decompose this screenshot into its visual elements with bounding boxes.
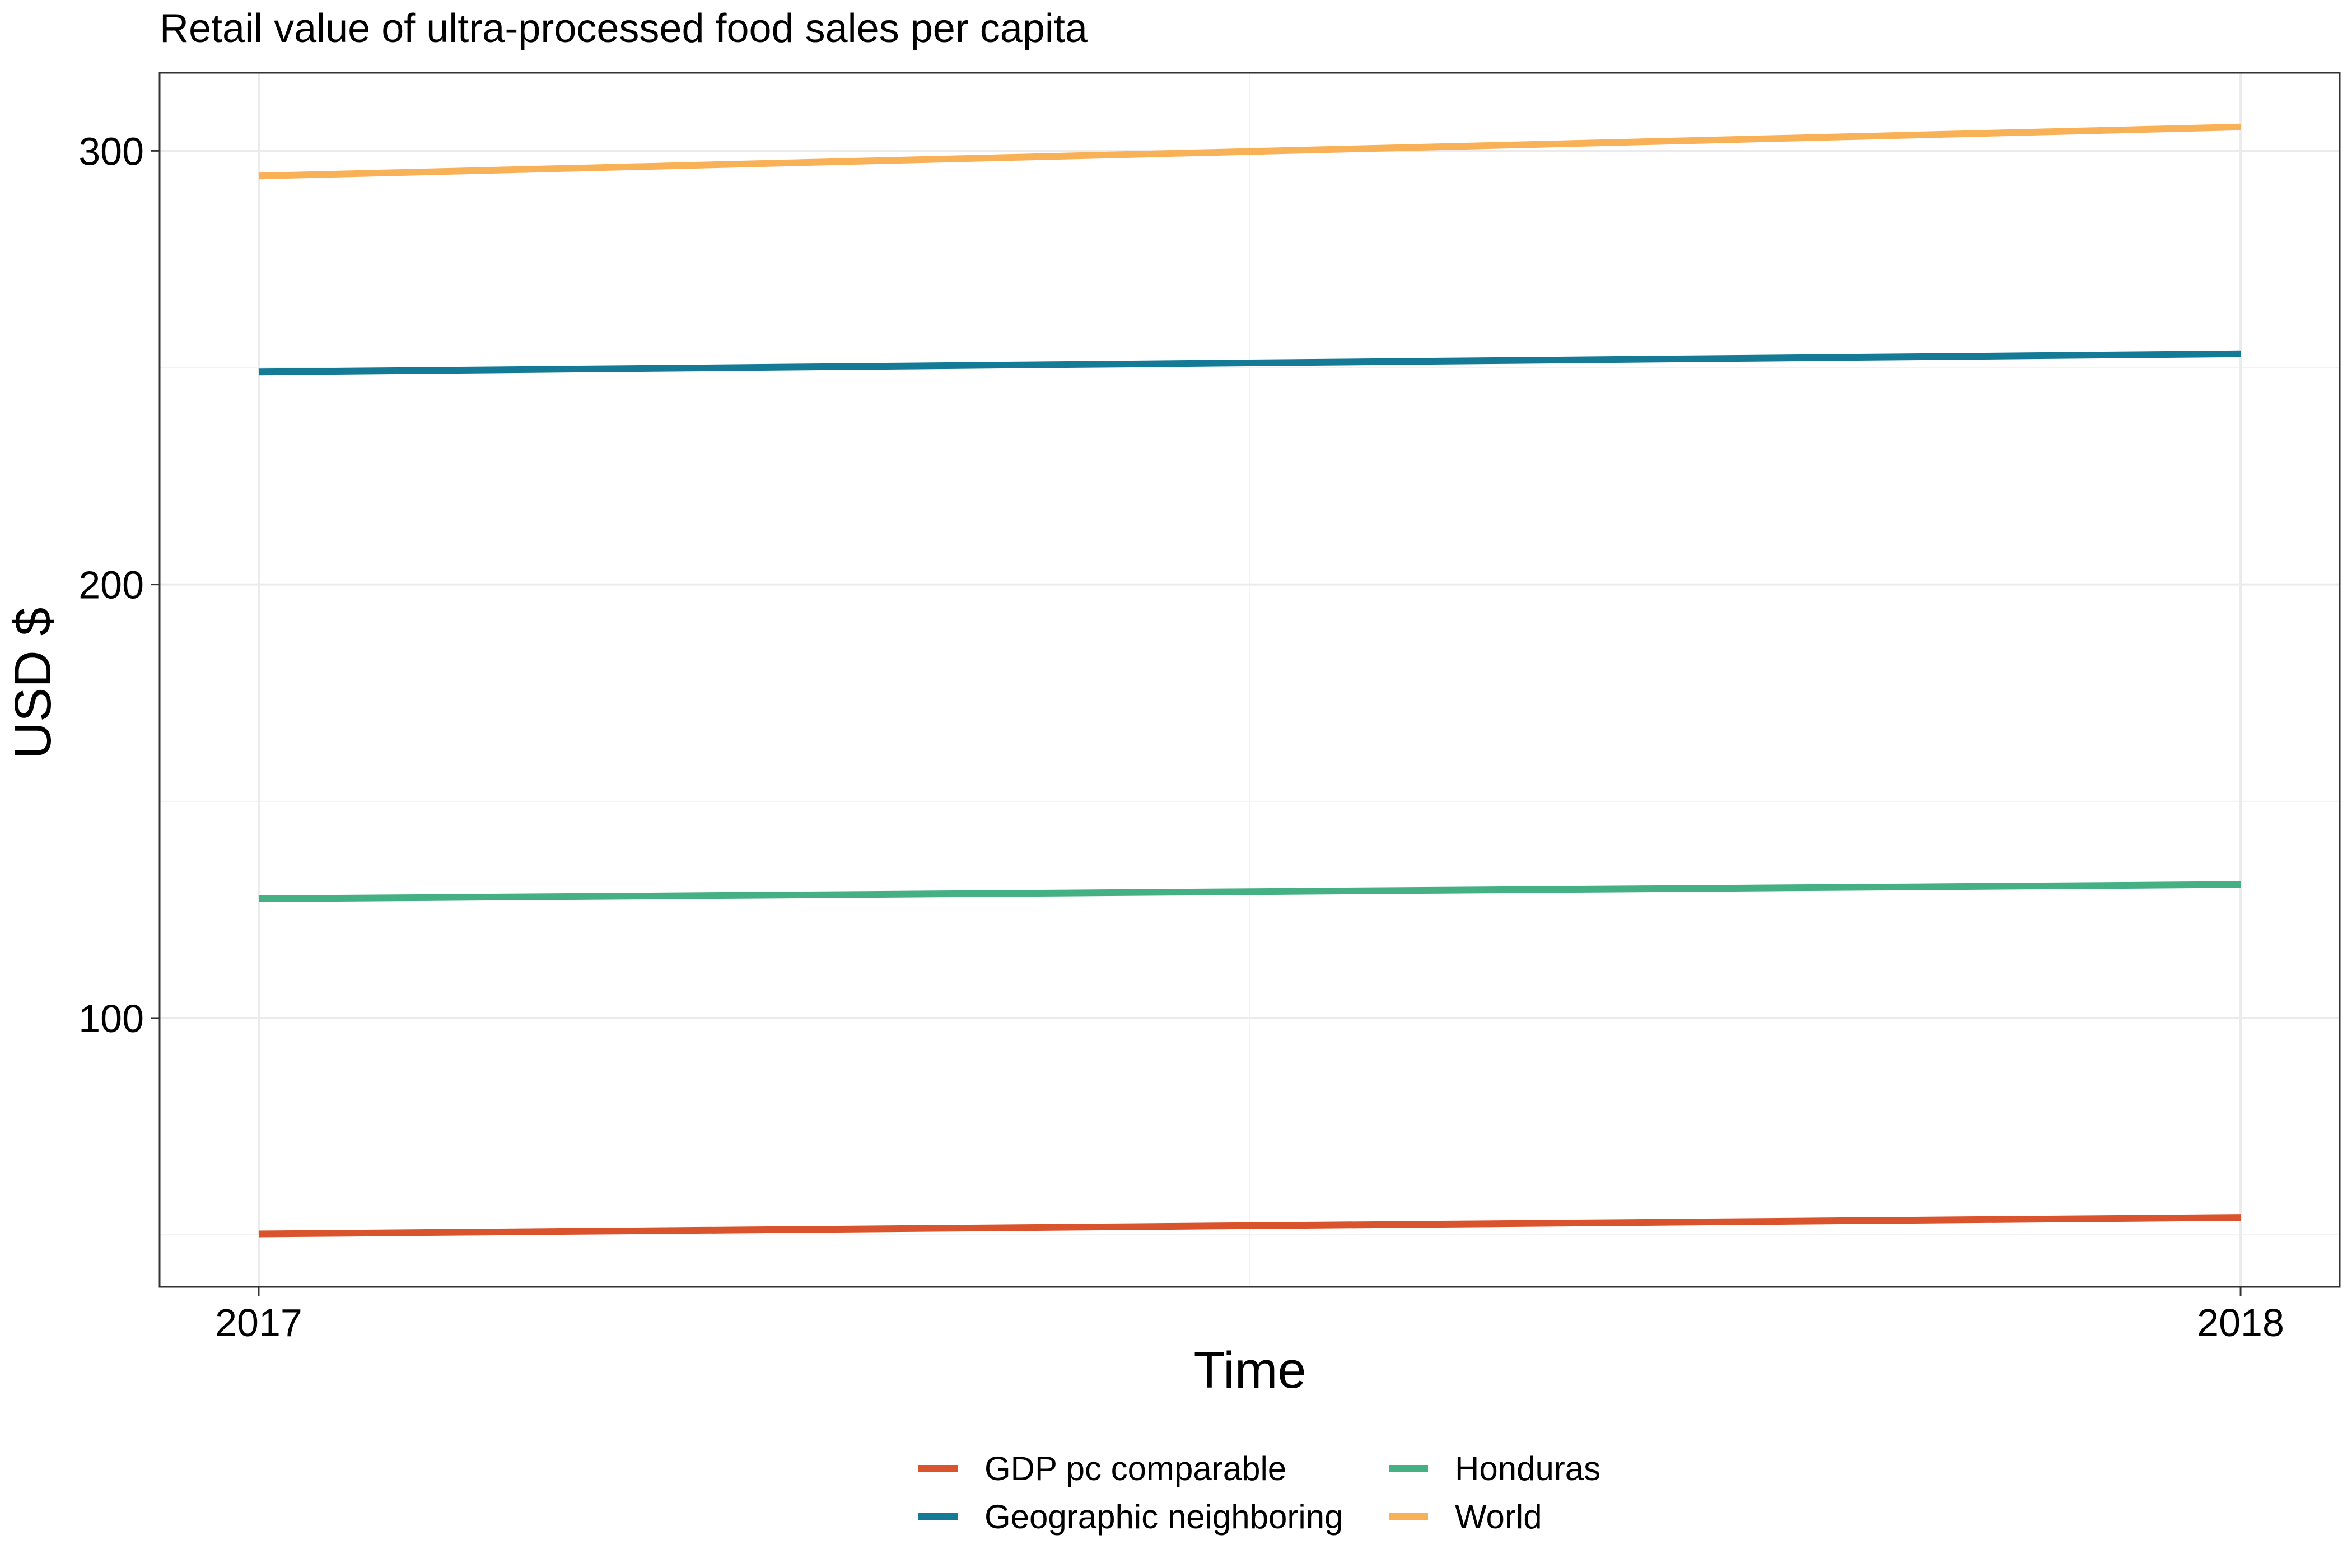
y-tick-label: 100 [78, 997, 144, 1040]
x-axis-title: Time [1193, 1342, 1306, 1399]
plot-border [158, 72, 2341, 1288]
series-line [258, 123, 2241, 180]
series-line [258, 350, 2241, 376]
series-line [258, 881, 2241, 903]
legend-label: Geographic neighboring [984, 1498, 1343, 1536]
legend-label: World [1455, 1498, 1542, 1536]
y-tick-label: 200 [78, 563, 144, 607]
x-tick-label: 2017 [215, 1301, 302, 1345]
x-tick-label: 2018 [2197, 1301, 2284, 1345]
chart-title: Retail value of ultra-processed food sal… [160, 6, 1088, 51]
legend: GDP pc comparable Geographic neighboring H… [918, 1450, 1600, 1536]
y-tick-label: 300 [78, 129, 144, 173]
y-axis-title: USD $ [4, 608, 62, 759]
legend-label: Honduras [1455, 1450, 1600, 1487]
legend-label: GDP pc comparable [984, 1450, 1286, 1487]
plot-area: 100 200 300 2017 2018 [78, 72, 2341, 1345]
series-line [258, 1214, 2241, 1238]
